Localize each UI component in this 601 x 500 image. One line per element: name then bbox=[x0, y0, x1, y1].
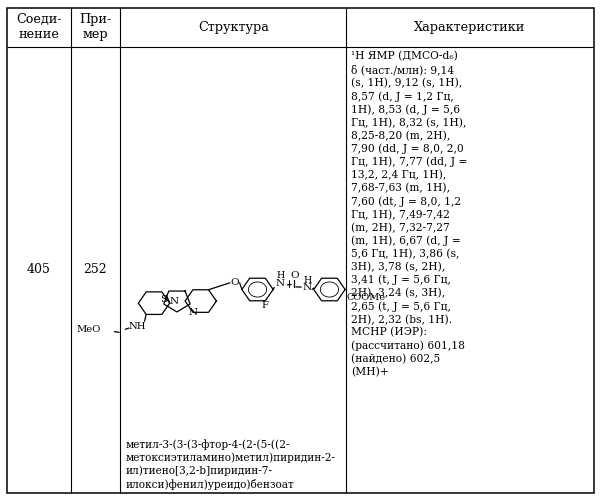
Text: O: O bbox=[290, 272, 299, 280]
Text: F: F bbox=[262, 301, 269, 310]
Text: метил-3-(3-(3-фтор-4-(2-(5-((2-
метоксиэтиламино)метил)пиридин-2-
ил)тиено[3,2-b: метил-3-(3-(3-фтор-4-(2-(5-((2- метоксиэ… bbox=[125, 440, 335, 490]
Text: При-
мер: При- мер bbox=[79, 14, 112, 42]
Text: Характеристики: Характеристики bbox=[414, 21, 526, 34]
Text: N: N bbox=[188, 308, 198, 317]
Text: N: N bbox=[276, 279, 285, 288]
Text: Структура: Структура bbox=[198, 21, 269, 34]
Text: 405: 405 bbox=[27, 264, 51, 276]
Text: Соеди-
нение: Соеди- нение bbox=[16, 14, 62, 42]
Text: N: N bbox=[303, 284, 312, 292]
Text: H: H bbox=[276, 272, 284, 280]
Text: NH: NH bbox=[129, 322, 146, 330]
Text: COOMe: COOMe bbox=[347, 293, 386, 302]
Text: ¹Н ЯМР (ДМСО-d₆)
δ (част./млн): 9,14
(s, 1H), 9,12 (s, 1H),
8,57 (d, J = 1,2 Гц,: ¹Н ЯМР (ДМСО-d₆) δ (част./млн): 9,14 (s,… bbox=[351, 52, 468, 377]
Text: S: S bbox=[160, 296, 167, 304]
Text: O: O bbox=[231, 278, 239, 287]
Text: MeO: MeO bbox=[76, 324, 100, 334]
Text: 252: 252 bbox=[84, 264, 108, 276]
Text: H: H bbox=[303, 276, 311, 285]
Text: N: N bbox=[170, 297, 179, 306]
